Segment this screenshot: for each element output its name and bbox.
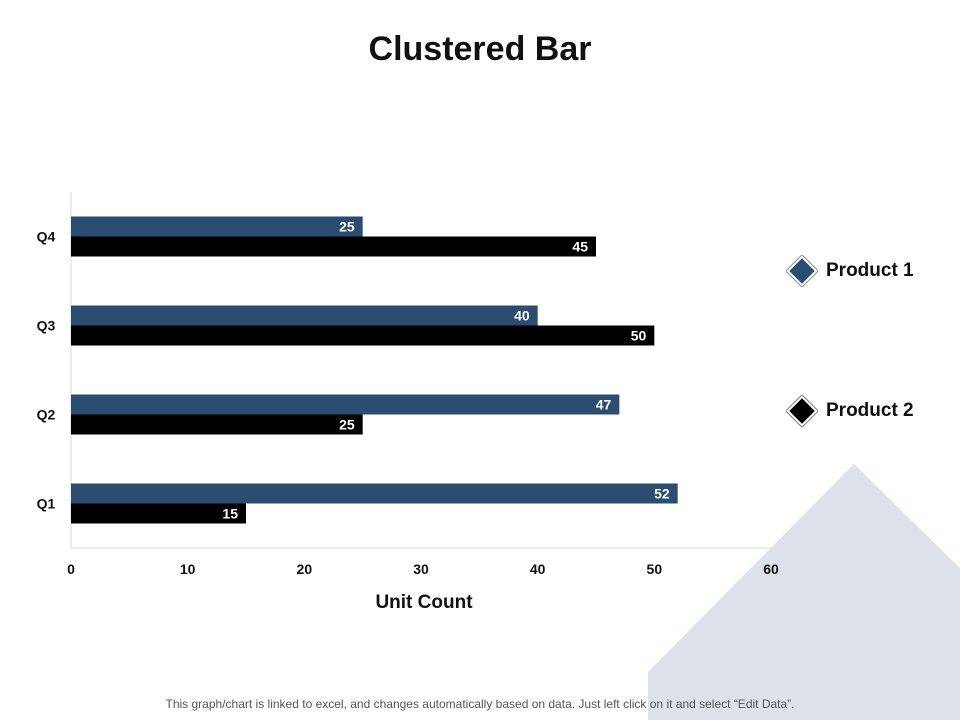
footer-note: This graph/chart is linked to excel, and… — [165, 697, 795, 711]
x-tick-label: 30 — [413, 561, 429, 577]
data-label: 52 — [654, 486, 670, 502]
decorative-triangle — [648, 464, 960, 720]
x-axis-title: Unit Count — [375, 592, 473, 613]
data-label: 47 — [596, 397, 612, 413]
data-label: 25 — [339, 219, 355, 235]
bar-product-2 — [71, 236, 596, 257]
y-tick-label: Q1 — [37, 496, 56, 512]
data-label: 25 — [339, 417, 355, 433]
bar-product-1 — [71, 216, 363, 237]
chart-title: Clustered Bar — [368, 30, 592, 68]
x-tick-label: 40 — [530, 561, 546, 577]
legend-item-product-1: Product 1 — [786, 254, 914, 288]
legend-label-product-2: Product 2 — [826, 400, 914, 421]
data-label: 50 — [631, 328, 647, 344]
bar-product-1 — [71, 394, 620, 415]
legend-marker-product-1 — [786, 255, 818, 287]
legend-item-product-2: Product 2 — [786, 394, 914, 428]
bar-product-1 — [71, 305, 538, 326]
bar-product-2 — [71, 325, 655, 346]
data-label: 40 — [514, 308, 530, 324]
x-tick-label: 50 — [647, 561, 663, 577]
y-tick-label: Q2 — [37, 407, 56, 423]
data-label: 15 — [222, 506, 238, 522]
background-decoration — [648, 464, 960, 720]
bar-product-2 — [71, 414, 363, 435]
x-tick-label: 0 — [67, 561, 75, 577]
data-label: 45 — [572, 239, 588, 255]
legend-marker-product-2 — [786, 395, 818, 427]
bar-product-2 — [71, 503, 246, 524]
y-tick-label: Q3 — [37, 318, 56, 334]
legend-label-product-1: Product 1 — [826, 260, 914, 281]
x-tick-label: 60 — [763, 561, 779, 577]
x-tick-label: 20 — [297, 561, 313, 577]
y-tick-label: Q4 — [37, 229, 56, 245]
x-tick-label: 10 — [180, 561, 196, 577]
bar-product-1 — [71, 483, 678, 504]
